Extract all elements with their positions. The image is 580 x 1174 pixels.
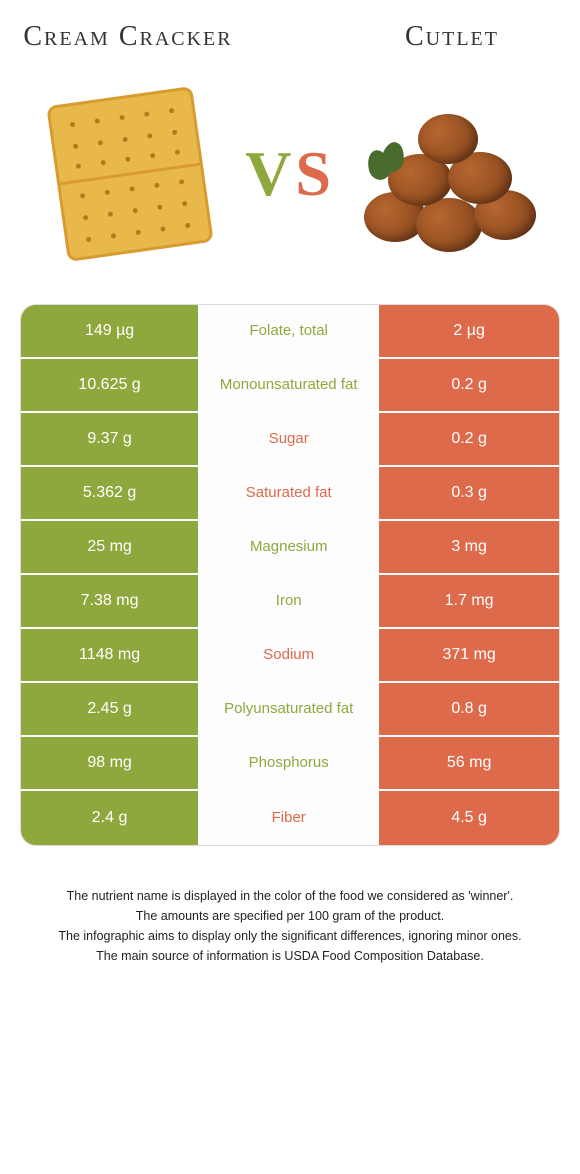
nutrient-row: 149 µgFolate, total2 µg (21, 305, 559, 359)
nutrient-label: Iron (200, 575, 379, 627)
value-right: 1.7 mg (379, 575, 559, 627)
vs-label: VS (245, 137, 335, 211)
nutrient-label: Fiber (200, 791, 379, 845)
header: Cream Cracker Cutlet (20, 20, 560, 54)
vs-s: S (295, 138, 335, 209)
food-right-title: Cutlet (344, 20, 560, 54)
value-right: 56 mg (379, 737, 559, 789)
value-left: 149 µg (21, 305, 200, 357)
nutrient-row: 1148 mgSodium371 mg (21, 629, 559, 683)
footnote-line: The main source of information is USDA F… (30, 946, 550, 966)
cutlet-image (350, 84, 550, 264)
food-left-title: Cream Cracker (20, 20, 236, 54)
value-right: 4.5 g (379, 791, 559, 845)
footnote-line: The infographic aims to display only the… (30, 926, 550, 946)
nutrient-label: Saturated fat (200, 467, 379, 519)
value-left: 25 mg (21, 521, 200, 573)
value-left: 98 mg (21, 737, 200, 789)
value-left: 9.37 g (21, 413, 200, 465)
value-right: 3 mg (379, 521, 559, 573)
nutrient-label: Monounsaturated fat (200, 359, 379, 411)
value-left: 7.38 mg (21, 575, 200, 627)
image-row: VS (20, 74, 560, 274)
nutrient-row: 98 mgPhosphorus56 mg (21, 737, 559, 791)
nutrient-row: 2.4 gFiber4.5 g (21, 791, 559, 845)
nutrient-table: 149 µgFolate, total2 µg10.625 gMonounsat… (20, 304, 560, 846)
footnotes: The nutrient name is displayed in the co… (20, 886, 560, 966)
nutrient-label: Folate, total (200, 305, 379, 357)
footnote-line: The nutrient name is displayed in the co… (30, 886, 550, 906)
value-right: 0.2 g (379, 413, 559, 465)
value-right: 0.3 g (379, 467, 559, 519)
cracker-image (30, 84, 230, 264)
nutrient-label: Phosphorus (200, 737, 379, 789)
nutrient-label: Sodium (200, 629, 379, 681)
value-left: 2.45 g (21, 683, 200, 735)
nutrient-row: 5.362 gSaturated fat0.3 g (21, 467, 559, 521)
nutrient-row: 7.38 mgIron1.7 mg (21, 575, 559, 629)
nutrient-row: 10.625 gMonounsaturated fat0.2 g (21, 359, 559, 413)
vs-v: V (245, 138, 295, 209)
value-left: 10.625 g (21, 359, 200, 411)
nutrient-label: Sugar (200, 413, 379, 465)
nutrient-row: 9.37 gSugar0.2 g (21, 413, 559, 467)
nutrient-label: Magnesium (200, 521, 379, 573)
value-left: 2.4 g (21, 791, 200, 845)
value-right: 2 µg (379, 305, 559, 357)
value-right: 0.8 g (379, 683, 559, 735)
value-left: 5.362 g (21, 467, 200, 519)
value-left: 1148 mg (21, 629, 200, 681)
footnote-line: The amounts are specified per 100 gram o… (30, 906, 550, 926)
nutrient-row: 2.45 gPolyunsaturated fat0.8 g (21, 683, 559, 737)
value-right: 0.2 g (379, 359, 559, 411)
nutrient-row: 25 mgMagnesium3 mg (21, 521, 559, 575)
value-right: 371 mg (379, 629, 559, 681)
nutrient-label: Polyunsaturated fat (200, 683, 379, 735)
